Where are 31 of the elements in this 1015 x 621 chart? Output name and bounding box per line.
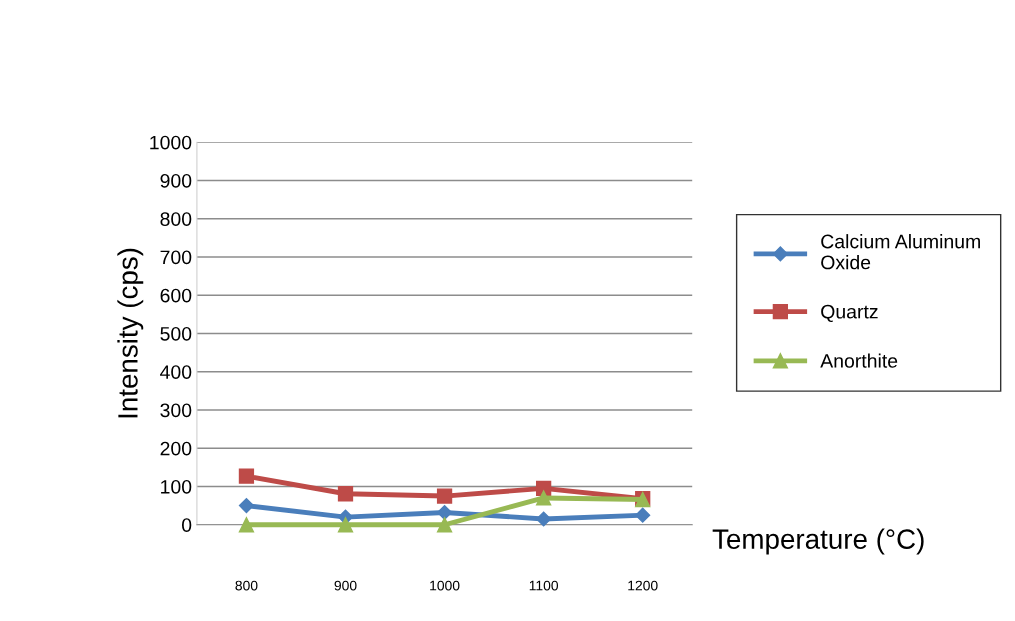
point xyxy=(436,517,453,533)
legend-label: Calcium Aluminum Oxide xyxy=(821,234,980,270)
point xyxy=(337,486,354,502)
y-tick-label: 900 xyxy=(160,173,192,188)
x-tick-label: 1000 xyxy=(430,580,460,591)
y-tick-label: 700 xyxy=(160,250,192,265)
x-tick-label: 800 xyxy=(235,580,258,591)
y-tick-label: 100 xyxy=(161,479,192,494)
point xyxy=(536,511,552,527)
point xyxy=(535,490,552,506)
x-axis-title: Temperature (°C) xyxy=(712,528,924,555)
point xyxy=(238,498,255,514)
x-tick-label: 1200 xyxy=(628,580,658,591)
y-axis-title: Intensity (cps) xyxy=(117,248,144,418)
y-tick-label: 0 xyxy=(182,518,192,532)
legend-label: Anorthite xyxy=(820,353,898,368)
y-tick-label: 300 xyxy=(160,403,192,418)
point xyxy=(635,507,651,523)
point xyxy=(238,517,255,533)
x-tick-label: 900 xyxy=(334,580,357,591)
y-tick-label: 800 xyxy=(160,212,192,226)
x-tick-label: 1100 xyxy=(529,580,559,591)
y-tick-label: 1000 xyxy=(150,135,192,150)
y-tick-label: 500 xyxy=(160,326,192,341)
legend-label: Quartz xyxy=(821,304,878,323)
point xyxy=(238,468,255,484)
point xyxy=(337,517,354,533)
point xyxy=(436,488,453,504)
y-tick-label: 600 xyxy=(160,288,192,303)
y-tick-label: 200 xyxy=(160,441,192,456)
y-tick-label: 400 xyxy=(160,365,192,379)
